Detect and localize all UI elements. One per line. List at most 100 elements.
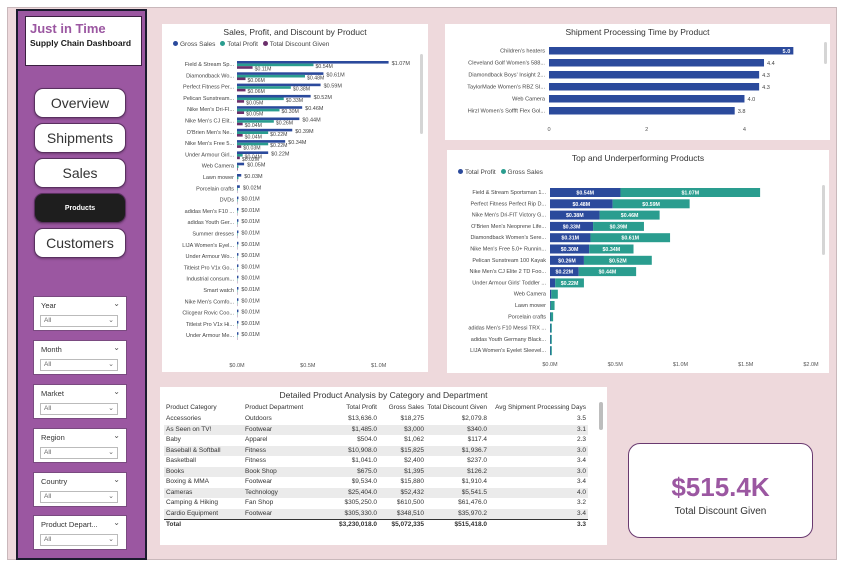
category-label: Titleist Pro V1x Hi... <box>186 322 235 328</box>
category-label: Hirzl Women's Soffft Flex Gol... <box>468 109 546 115</box>
data-label: $0.22M <box>271 151 290 157</box>
chevron-down-icon[interactable]: ⌄ <box>113 387 120 396</box>
table-cell: $15,825 <box>400 446 425 454</box>
chevron-down-icon[interactable]: ⌄ <box>113 518 120 527</box>
top-underperforming-chart[interactable]: Top and Underperforming Products Total P… <box>447 150 829 373</box>
table-row[interactable]: Cameras Technology $25,404.0 $52,432 $5,541.… <box>164 487 588 498</box>
sidebar: Just in Time Supply Chain Dashboard Over… <box>16 9 147 560</box>
product-analysis-table[interactable]: Detailed Product Analysis by Category an… <box>160 387 607 545</box>
category-label: LIJA Women's Eyelet Sleevel... <box>470 348 546 354</box>
table-row[interactable]: Baby Apparel $504.0 $1,062 $117.4 2.3 <box>164 435 588 446</box>
nav-customers-button[interactable]: Customers <box>34 228 126 258</box>
data-label: $0.01M <box>241 264 260 270</box>
bar-processing-time <box>549 59 765 67</box>
chart-scrollbar[interactable] <box>420 54 423 134</box>
table-row[interactable]: Camping & Hiking Fan Shop $305,250.0 $610,5… <box>164 498 588 509</box>
sales-profit-discount-chart[interactable]: Sales, Profit, and Discount by Product G… <box>162 24 428 372</box>
table-cell: $1,910.4 <box>461 478 487 485</box>
data-label: $0.48M <box>572 202 590 208</box>
column-header[interactable]: Total Profit <box>346 404 377 411</box>
chart-scrollbar[interactable] <box>824 42 827 64</box>
filter-year-label: Year <box>41 301 57 310</box>
data-label: $0.01M <box>241 276 260 282</box>
chevron-down-icon[interactable]: ⌄ <box>113 343 120 352</box>
category-label: DVDs <box>220 198 235 204</box>
bar-gross-sales <box>237 151 269 154</box>
legend-swatch <box>458 169 463 174</box>
filter-country[interactable]: Country ⌄ All ⌄ <box>33 472 127 507</box>
bar-gross-sales <box>237 264 239 267</box>
bar-gross-sales <box>237 128 293 132</box>
data-label: $0.01M <box>241 197 260 203</box>
x-tick-label: $0.5M <box>608 362 624 368</box>
table-header-row: Product Category Product Department Tota… <box>164 402 588 414</box>
filter-country-dropdown[interactable]: All ⌄ <box>40 491 118 503</box>
bar-gross-sales <box>612 199 690 209</box>
nav-sales-button[interactable]: Sales <box>34 158 126 188</box>
table-row[interactable]: Baseball & Softball Fitness $10,908.0 $15,8… <box>164 445 588 456</box>
chevron-down-icon[interactable]: ⌄ <box>113 431 120 440</box>
filter-market-label: Market <box>41 389 64 398</box>
filter-year-dropdown[interactable]: All ⌄ <box>40 315 118 327</box>
column-header[interactable]: Total Discount Given <box>427 404 487 411</box>
table-row[interactable]: Cardio Equipment Footwear $305,330.0 $348,5… <box>164 508 588 519</box>
table-row[interactable]: Accessories Outdoors $13,636.0 $18,275 $2,07… <box>164 414 588 425</box>
x-tick-label: $1.0M <box>371 363 387 369</box>
data-label: $0.61M <box>326 72 345 78</box>
filter-region[interactable]: Region ⌄ All ⌄ <box>33 428 127 463</box>
table-cell: $504.0 <box>357 436 377 443</box>
data-label: $0.04M <box>245 154 262 160</box>
category-label: Titleist Pro V1x Go... <box>184 265 235 271</box>
bar-gross-sales <box>237 117 300 121</box>
data-label: $0.34M <box>602 247 620 253</box>
category-label: Field & Stream Sp... <box>185 62 235 68</box>
column-header[interactable]: Product Category <box>166 404 217 411</box>
chart-scrollbar[interactable] <box>822 185 825 255</box>
data-label: $0.01M <box>241 321 260 327</box>
category-label: Diamondback Boys' Insight 2... <box>468 73 545 79</box>
filter-month[interactable]: Month ⌄ All ⌄ <box>33 340 127 375</box>
chart-title: Sales, Profit, and Discount by Product <box>223 27 367 37</box>
data-label: $0.04M <box>245 134 262 140</box>
data-label: $0.46M <box>305 106 324 112</box>
table-cell: $1,936.7 <box>461 446 487 454</box>
data-label: $0.01M <box>241 310 260 316</box>
chevron-down-icon: ⌄ <box>108 493 114 500</box>
filter-year[interactable]: Year ⌄ All ⌄ <box>33 296 127 331</box>
category-label: O'Brien Men's Neoprene Life... <box>471 224 546 230</box>
filter-product-department[interactable]: Product Depart... ⌄ All ⌄ <box>33 515 127 550</box>
table-cell: $1,062 <box>404 436 424 443</box>
chart3-plot: Field & Stream Sportsman 1... $0.54M $1.07… <box>468 188 819 368</box>
table-scrollbar[interactable] <box>599 402 603 430</box>
data-label: $0.61M <box>621 236 639 242</box>
chevron-down-icon[interactable]: ⌄ <box>113 299 120 308</box>
legend-item-total-profit: Total Profit <box>465 169 496 176</box>
nav-overview-button[interactable]: Overview <box>34 88 126 118</box>
filter-product-department-dropdown[interactable]: All ⌄ <box>40 534 118 546</box>
category-label: Nike Men's CJ Elit... <box>185 119 235 125</box>
bar-gross-sales <box>237 174 242 177</box>
data-label: 5.0 <box>783 49 791 55</box>
filter-region-value: All <box>44 449 52 456</box>
chevron-down-icon[interactable]: ⌄ <box>113 475 120 484</box>
column-header[interactable]: Gross Sales <box>388 404 424 411</box>
column-header[interactable]: Product Department <box>245 404 304 411</box>
shipment-processing-chart[interactable]: Shipment Processing Time by Product Chil… <box>445 24 830 140</box>
table-cell: $2,079.8 <box>461 415 487 422</box>
filter-month-dropdown[interactable]: All ⌄ <box>40 359 118 371</box>
table-row[interactable]: As Seen on TV! Footwear $1,485.0 $3,000 $340… <box>164 424 588 435</box>
category-label: Under Armour Girl... <box>185 152 234 158</box>
nav-products-button[interactable]: Products <box>34 193 126 223</box>
data-label: $0.22M <box>270 132 287 138</box>
column-header[interactable]: Avg Shipment Processing Days <box>495 404 586 411</box>
table-grid: Product Category Product Department Tota… <box>164 402 588 530</box>
filter-market-dropdown[interactable]: All ⌄ <box>40 403 118 415</box>
filter-region-dropdown[interactable]: All ⌄ <box>40 447 118 459</box>
filter-market[interactable]: Market ⌄ All ⌄ <box>33 384 127 419</box>
table-row[interactable]: Books Book Shop $675.0 $1,395 $126.2 3.0 <box>164 466 588 477</box>
chart-legend: Total Profit Gross Sales <box>455 169 543 176</box>
data-label: $0.54M <box>576 191 594 197</box>
table-row[interactable]: Boxing & MMA Footwear $9,534.0 $15,880 $1,91… <box>164 477 588 488</box>
nav-shipments-button[interactable]: Shipments <box>34 123 126 153</box>
table-row[interactable]: Basketball Fitness $1,041.0 $2,400 $237.0 3.4 <box>164 456 588 467</box>
